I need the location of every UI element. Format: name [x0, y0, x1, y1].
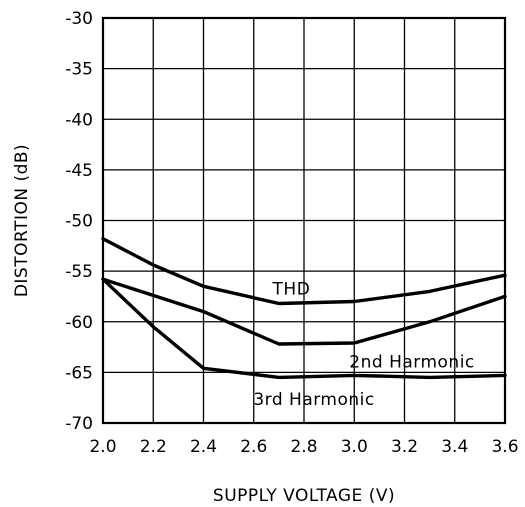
series-annotation: 3rd Harmonic — [253, 390, 374, 410]
y-tick-label: -65 — [65, 363, 93, 383]
y-tick-label: -30 — [65, 9, 93, 29]
x-tick-label: 3.6 — [491, 437, 518, 457]
series-line-3rd-harmonic — [101, 277, 507, 380]
x-tick-labels: 2.0 2.2 2.4 2.6 2.8 3.0 3.2 3.4 3.6 — [89, 437, 518, 457]
series-annotations: THD 2nd Harmonic 3rd Harmonic — [253, 279, 474, 409]
x-tick-label: 2.6 — [240, 437, 267, 457]
x-tick-label: 2.4 — [190, 437, 217, 457]
x-tick-label: 3.2 — [391, 437, 418, 457]
series-line-thd — [101, 236, 507, 306]
y-tick-labels: -30 -35 -40 -45 -50 -55 -60 -65 -70 — [65, 9, 93, 434]
x-tick-label: 2.8 — [290, 437, 317, 457]
plot-frame — [101, 16, 507, 425]
series-lines — [101, 236, 507, 380]
y-tick-label: -45 — [65, 161, 93, 181]
y-tick-label: -55 — [65, 262, 93, 282]
x-axis-label: SUPPLY VOLTAGE (V) — [213, 486, 395, 506]
series-line-2nd-harmonic — [101, 277, 507, 346]
x-tick-label: 2.2 — [140, 437, 167, 457]
series-annotation: 2nd Harmonic — [349, 352, 474, 372]
x-tick-label: 3.0 — [341, 437, 368, 457]
x-tick-label: 2.0 — [89, 437, 116, 457]
y-tick-label: -35 — [65, 60, 93, 80]
x-tick-label: 3.4 — [441, 437, 468, 457]
y-axis-label: DISTORTION (dB) — [12, 144, 32, 297]
series-annotation: THD — [272, 279, 311, 299]
y-tick-label: -40 — [65, 110, 93, 130]
y-tick-label: -70 — [65, 414, 93, 434]
y-tick-label: -60 — [65, 313, 93, 333]
y-tick-label: -50 — [65, 212, 93, 232]
